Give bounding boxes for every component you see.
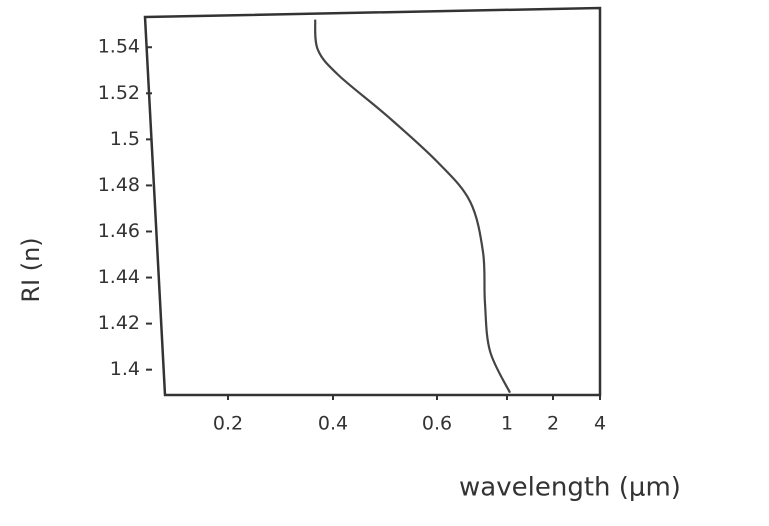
y-tick-label: 1.5 [110,128,140,150]
y-tick-label: 1.4 [110,358,140,380]
x-tick-label: 1 [501,413,513,435]
y-axis-label: RI (n) [17,237,45,302]
plot-frame [143,6,602,397]
y-tick-label: 1.44 [98,266,140,288]
y-tick-label: 1.46 [98,220,140,242]
x-tick-label: 0.2 [213,413,243,435]
x-tick-label: 4 [594,413,606,435]
y-tick-label: 1.42 [98,312,140,334]
y-tick-label: 1.52 [98,82,140,104]
x-axis-label: wavelength (μm) [459,473,681,503]
x-tick-label: 2 [547,413,559,435]
x-tick-label: 0.4 [318,413,348,435]
data-line [314,19,511,394]
x-tick-label: 0.6 [422,413,452,435]
y-tick-label: 1.48 [98,174,140,196]
y-tick-label: 1.54 [98,36,140,58]
